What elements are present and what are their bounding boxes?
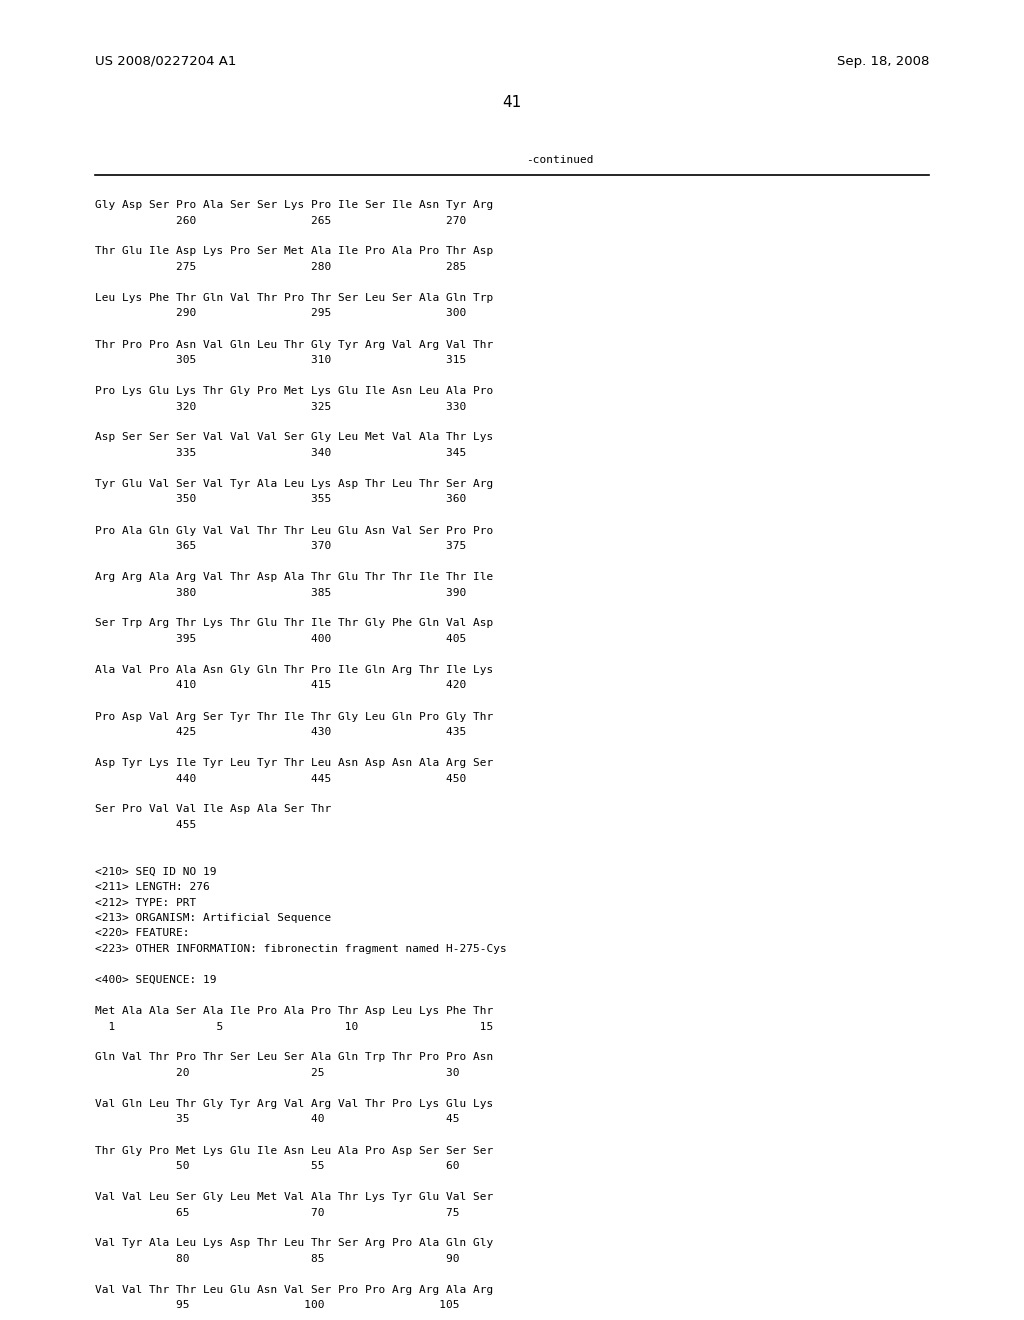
Text: <223> OTHER INFORMATION: fibronectin fragment named H-275-Cys: <223> OTHER INFORMATION: fibronectin fra… xyxy=(95,944,507,954)
Text: <212> TYPE: PRT: <212> TYPE: PRT xyxy=(95,898,197,908)
Text: 380                 385                 390: 380 385 390 xyxy=(95,587,466,598)
Text: 1               5                  10                  15: 1 5 10 15 xyxy=(95,1022,494,1031)
Text: 350                 355                 360: 350 355 360 xyxy=(95,495,466,504)
Text: 395                 400                 405: 395 400 405 xyxy=(95,634,466,644)
Text: 41: 41 xyxy=(503,95,521,110)
Text: Arg Arg Ala Arg Val Thr Asp Ala Thr Glu Thr Thr Ile Thr Ile: Arg Arg Ala Arg Val Thr Asp Ala Thr Glu … xyxy=(95,572,494,582)
Text: Pro Ala Gln Gly Val Val Thr Thr Leu Glu Asn Val Ser Pro Pro: Pro Ala Gln Gly Val Val Thr Thr Leu Glu … xyxy=(95,525,494,536)
Text: 50                  55                  60: 50 55 60 xyxy=(95,1162,460,1171)
Text: Thr Gly Pro Met Lys Glu Ile Asn Leu Ala Pro Asp Ser Ser Ser: Thr Gly Pro Met Lys Glu Ile Asn Leu Ala … xyxy=(95,1146,494,1155)
Text: Asp Ser Ser Ser Val Val Val Ser Gly Leu Met Val Ala Thr Lys: Asp Ser Ser Ser Val Val Val Ser Gly Leu … xyxy=(95,433,494,442)
Text: 335                 340                 345: 335 340 345 xyxy=(95,447,466,458)
Text: <210> SEQ ID NO 19: <210> SEQ ID NO 19 xyxy=(95,866,216,876)
Text: <211> LENGTH: 276: <211> LENGTH: 276 xyxy=(95,882,210,892)
Text: Met Ala Ala Ser Ala Ile Pro Ala Pro Thr Asp Leu Lys Phe Thr: Met Ala Ala Ser Ala Ile Pro Ala Pro Thr … xyxy=(95,1006,494,1016)
Text: <400> SEQUENCE: 19: <400> SEQUENCE: 19 xyxy=(95,975,216,985)
Text: US 2008/0227204 A1: US 2008/0227204 A1 xyxy=(95,55,237,69)
Text: Gly Asp Ser Pro Ala Ser Ser Lys Pro Ile Ser Ile Asn Tyr Arg: Gly Asp Ser Pro Ala Ser Ser Lys Pro Ile … xyxy=(95,201,494,210)
Text: Gln Val Thr Pro Thr Ser Leu Ser Ala Gln Trp Thr Pro Pro Asn: Gln Val Thr Pro Thr Ser Leu Ser Ala Gln … xyxy=(95,1052,494,1063)
Text: 80                  85                  90: 80 85 90 xyxy=(95,1254,460,1265)
Text: <213> ORGANISM: Artificial Sequence: <213> ORGANISM: Artificial Sequence xyxy=(95,913,331,923)
Text: Ser Trp Arg Thr Lys Thr Glu Thr Ile Thr Gly Phe Gln Val Asp: Ser Trp Arg Thr Lys Thr Glu Thr Ile Thr … xyxy=(95,619,494,628)
Text: 455: 455 xyxy=(95,820,197,830)
Text: 95                 100                 105: 95 100 105 xyxy=(95,1300,460,1311)
Text: Val Tyr Ala Leu Lys Asp Thr Leu Thr Ser Arg Pro Ala Gln Gly: Val Tyr Ala Leu Lys Asp Thr Leu Thr Ser … xyxy=(95,1238,494,1249)
Text: Pro Lys Glu Lys Thr Gly Pro Met Lys Glu Ile Asn Leu Ala Pro: Pro Lys Glu Lys Thr Gly Pro Met Lys Glu … xyxy=(95,385,494,396)
Text: Ser Pro Val Val Ile Asp Ala Ser Thr: Ser Pro Val Val Ile Asp Ala Ser Thr xyxy=(95,804,331,814)
Text: Thr Pro Pro Asn Val Gln Leu Thr Gly Tyr Arg Val Arg Val Thr: Thr Pro Pro Asn Val Gln Leu Thr Gly Tyr … xyxy=(95,339,494,350)
Text: Ala Val Pro Ala Asn Gly Gln Thr Pro Ile Gln Arg Thr Ile Lys: Ala Val Pro Ala Asn Gly Gln Thr Pro Ile … xyxy=(95,665,494,675)
Text: 260                 265                 270: 260 265 270 xyxy=(95,215,466,226)
Text: Asp Tyr Lys Ile Tyr Leu Tyr Thr Leu Asn Asp Asn Ala Arg Ser: Asp Tyr Lys Ile Tyr Leu Tyr Thr Leu Asn … xyxy=(95,758,494,768)
Text: Pro Asp Val Arg Ser Tyr Thr Ile Thr Gly Leu Gln Pro Gly Thr: Pro Asp Val Arg Ser Tyr Thr Ile Thr Gly … xyxy=(95,711,494,722)
Text: Sep. 18, 2008: Sep. 18, 2008 xyxy=(837,55,929,69)
Text: 440                 445                 450: 440 445 450 xyxy=(95,774,466,784)
Text: Tyr Glu Val Ser Val Tyr Ala Leu Lys Asp Thr Leu Thr Ser Arg: Tyr Glu Val Ser Val Tyr Ala Leu Lys Asp … xyxy=(95,479,494,488)
Text: 320                 325                 330: 320 325 330 xyxy=(95,401,466,412)
Text: <220> FEATURE:: <220> FEATURE: xyxy=(95,928,189,939)
Text: Val Gln Leu Thr Gly Tyr Arg Val Arg Val Thr Pro Lys Glu Lys: Val Gln Leu Thr Gly Tyr Arg Val Arg Val … xyxy=(95,1100,494,1109)
Text: Val Val Thr Thr Leu Glu Asn Val Ser Pro Pro Arg Arg Ala Arg: Val Val Thr Thr Leu Glu Asn Val Ser Pro … xyxy=(95,1284,494,1295)
Text: 410                 415                 420: 410 415 420 xyxy=(95,681,466,690)
Text: 365                 370                 375: 365 370 375 xyxy=(95,541,466,550)
Text: 65                  70                  75: 65 70 75 xyxy=(95,1208,460,1217)
Text: Leu Lys Phe Thr Gln Val Thr Pro Thr Ser Leu Ser Ala Gln Trp: Leu Lys Phe Thr Gln Val Thr Pro Thr Ser … xyxy=(95,293,494,304)
Text: -continued: -continued xyxy=(526,154,594,165)
Text: 20                  25                  30: 20 25 30 xyxy=(95,1068,460,1078)
Text: Val Val Leu Ser Gly Leu Met Val Ala Thr Lys Tyr Glu Val Ser: Val Val Leu Ser Gly Leu Met Val Ala Thr … xyxy=(95,1192,494,1203)
Text: 305                 310                 315: 305 310 315 xyxy=(95,355,466,366)
Text: 290                 295                 300: 290 295 300 xyxy=(95,309,466,318)
Text: 35                  40                  45: 35 40 45 xyxy=(95,1114,460,1125)
Text: Thr Glu Ile Asp Lys Pro Ser Met Ala Ile Pro Ala Pro Thr Asp: Thr Glu Ile Asp Lys Pro Ser Met Ala Ile … xyxy=(95,247,494,256)
Text: 425                 430                 435: 425 430 435 xyxy=(95,727,466,737)
Text: 275                 280                 285: 275 280 285 xyxy=(95,261,466,272)
